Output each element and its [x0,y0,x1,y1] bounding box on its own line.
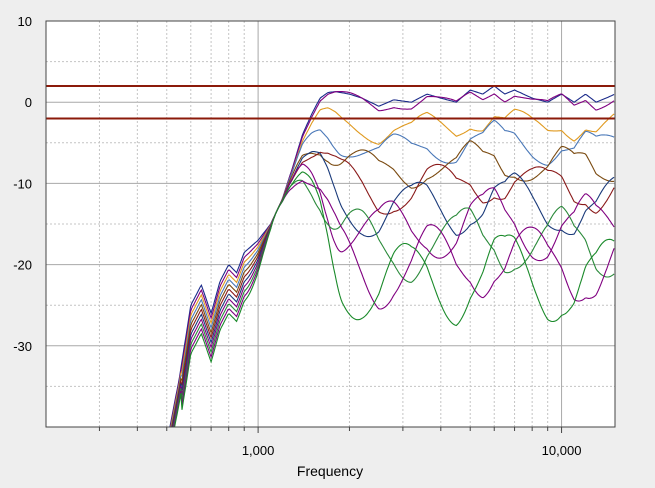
x-axis-label: Frequency [297,463,363,479]
x-axis-tick-labels: 1,000 10,000 [98,427,582,458]
y-tick-label: -30 [13,339,32,354]
series-line-4 [170,119,615,427]
x-tick-label: 1,000 [242,443,275,458]
series-line-11 [174,171,615,427]
y-tick-label: 10 [18,14,32,29]
series-line-9 [173,179,615,427]
series-line-7 [172,151,615,427]
y-tick-label: -20 [13,258,32,273]
y-tick-label: -10 [13,176,32,191]
x-tick-label: 10,000 [542,443,582,458]
y-tick-label: 0 [25,95,32,110]
series-line-10 [173,180,615,427]
series-line-8 [172,163,615,427]
series-line-3 [170,107,615,427]
series-lines [169,85,615,427]
y-axis-tick-labels: 10 0 -10 -20 -30 [13,14,32,354]
plot-frame [45,20,616,428]
reference-lines [46,84,615,120]
series-line-5 [171,140,615,427]
series-line-2 [169,91,615,427]
